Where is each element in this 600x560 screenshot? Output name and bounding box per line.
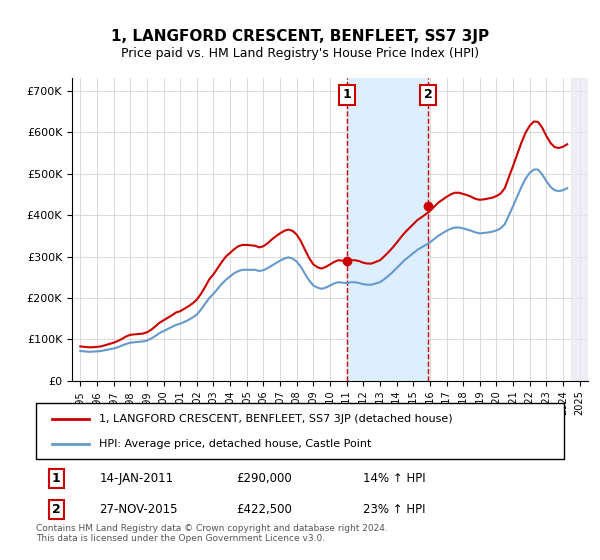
Text: 1, LANGFORD CRESCENT, BENFLEET, SS7 3JP: 1, LANGFORD CRESCENT, BENFLEET, SS7 3JP [111, 29, 489, 44]
Text: 1: 1 [52, 472, 61, 485]
Bar [347, 78, 428, 381]
Text: 14-JAN-2011: 14-JAN-2011 [100, 472, 173, 485]
FancyBboxPatch shape [36, 403, 564, 459]
Text: 1: 1 [343, 88, 352, 101]
Text: 23% ↑ HPI: 23% ↑ HPI [364, 503, 426, 516]
Text: 14% ↑ HPI: 14% ↑ HPI [364, 472, 426, 485]
Bar [571, 78, 588, 381]
Text: 2: 2 [424, 88, 433, 101]
Text: £290,000: £290,000 [236, 472, 292, 485]
Text: Contains HM Land Registry data © Crown copyright and database right 2024.
This d: Contains HM Land Registry data © Crown c… [36, 524, 388, 543]
Text: £422,500: £422,500 [236, 503, 293, 516]
Text: 2: 2 [52, 503, 61, 516]
Text: HPI: Average price, detached house, Castle Point: HPI: Average price, detached house, Cast… [100, 438, 372, 449]
Text: Price paid vs. HM Land Registry's House Price Index (HPI): Price paid vs. HM Land Registry's House … [121, 46, 479, 60]
Text: 27-NOV-2015: 27-NOV-2015 [100, 503, 178, 516]
Text: 1, LANGFORD CRESCENT, BENFLEET, SS7 3JP (detached house): 1, LANGFORD CRESCENT, BENFLEET, SS7 3JP … [100, 414, 453, 424]
